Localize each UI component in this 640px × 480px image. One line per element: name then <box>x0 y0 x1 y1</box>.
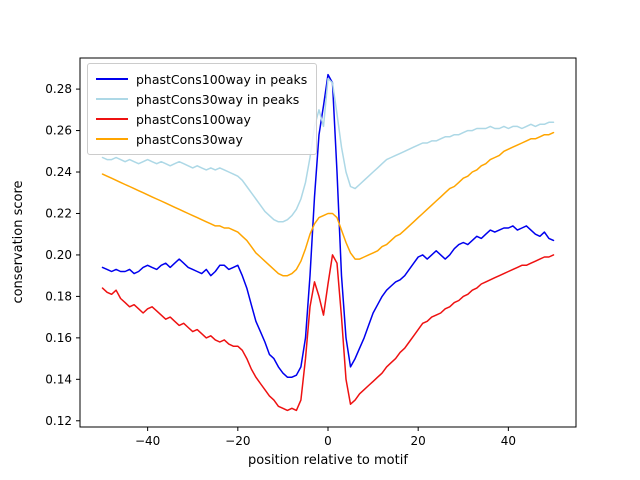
legend-entry: phastCons30way in peaks <box>96 89 308 109</box>
legend-line-sample <box>96 78 128 80</box>
y-tick-label: 0.14 <box>45 372 72 386</box>
legend: phastCons100way in peaks phastCons30way … <box>87 63 317 155</box>
legend-entry: phastCons100way <box>96 109 308 129</box>
legend-entry: phastCons100way in peaks <box>96 69 308 89</box>
y-axis-label: conservation score <box>11 180 26 303</box>
legend-label: phastCons30way <box>136 131 243 147</box>
series-line-phastcons30way <box>101 131 555 277</box>
y-tick-label: 0.20 <box>45 248 72 262</box>
y-tick-label: 0.16 <box>45 331 72 345</box>
series-line-phastcons100way-in-peaks <box>101 73 555 378</box>
y-tick-label: 0.22 <box>45 206 72 220</box>
legend-label: phastCons100way <box>136 111 251 127</box>
y-tick-label: 0.28 <box>45 82 72 96</box>
legend-line-sample <box>96 118 128 120</box>
y-tick-label: 0.12 <box>45 414 72 428</box>
x-tick-label: −20 <box>225 434 250 448</box>
legend-entry: phastCons30way <box>96 129 308 149</box>
y-tick-label: 0.24 <box>45 165 72 179</box>
x-tick-label: 0 <box>324 434 332 448</box>
series-line-phastcons100way <box>101 254 555 412</box>
legend-label: phastCons30way in peaks <box>136 91 300 107</box>
x-tick-label: −40 <box>135 434 160 448</box>
y-tick-label: 0.18 <box>45 289 72 303</box>
x-axis-label: position relative to motif <box>248 453 408 468</box>
legend-line-sample <box>96 138 128 140</box>
legend-line-sample <box>96 98 128 100</box>
series-line-phastcons30way-in-peaks <box>101 77 555 223</box>
x-tick-label: 40 <box>501 434 516 448</box>
y-tick-label: 0.26 <box>45 124 72 138</box>
legend-label: phastCons100way in peaks <box>136 71 308 87</box>
x-tick-label: 20 <box>411 434 426 448</box>
